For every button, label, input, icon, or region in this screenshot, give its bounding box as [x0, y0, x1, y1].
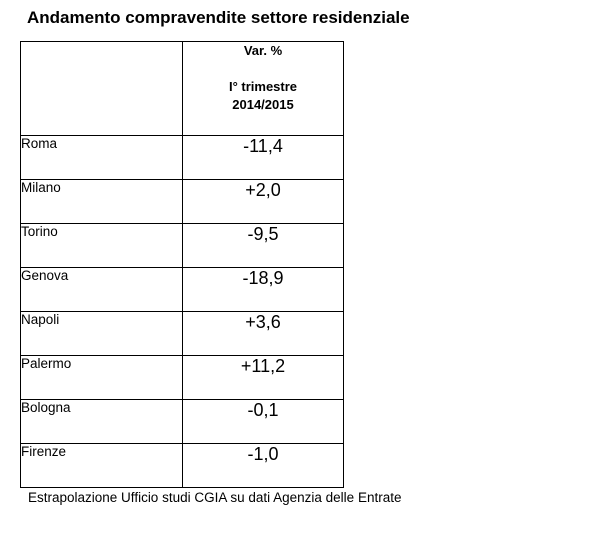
city-cell: Napoli	[20, 311, 183, 356]
table-row: Palermo +11,2	[20, 355, 344, 400]
table-header-row: Var. % I° trimestre 2014/2015	[20, 41, 344, 136]
city-cell: Genova	[20, 267, 183, 312]
city-cell: Milano	[20, 179, 183, 224]
table-row: Napoli +3,6	[20, 311, 344, 356]
city-cell: Bologna	[20, 399, 183, 444]
table-row: Milano +2,0	[20, 179, 344, 224]
table-row: Roma -11,4	[20, 135, 344, 180]
value-cell: -18,9	[182, 267, 344, 312]
table-row: Torino -9,5	[20, 223, 344, 268]
value-cell: -11,4	[182, 135, 344, 180]
sales-change-table: Var. % I° trimestre 2014/2015 Roma -11,4…	[20, 41, 344, 488]
table-row: Bologna -0,1	[20, 399, 344, 444]
header-years-label: 2014/2015	[232, 97, 294, 112]
value-cell: +2,0	[182, 179, 344, 224]
header-period-label: I° trimestre	[228, 79, 298, 94]
header-empty-cell	[20, 41, 183, 136]
city-cell: Firenze	[20, 443, 183, 488]
source-note: Estrapolazione Ufficio studi CGIA su dat…	[28, 490, 402, 505]
header-value-cell: Var. % I° trimestre 2014/2015	[182, 41, 344, 136]
table-row: Genova -18,9	[20, 267, 344, 312]
document-title: Andamento compravendite settore residenz…	[27, 8, 410, 27]
city-cell: Roma	[20, 135, 183, 180]
header-spacer	[183, 60, 343, 78]
table-row: Firenze -1,0	[20, 443, 344, 488]
value-cell: +3,6	[182, 311, 344, 356]
value-cell: -1,0	[182, 443, 344, 488]
city-cell: Torino	[20, 223, 183, 268]
value-cell: -9,5	[182, 223, 344, 268]
value-cell: -0,1	[182, 399, 344, 444]
header-var-label: Var. %	[243, 43, 283, 58]
value-cell: +11,2	[182, 355, 344, 400]
city-cell: Palermo	[20, 355, 183, 400]
